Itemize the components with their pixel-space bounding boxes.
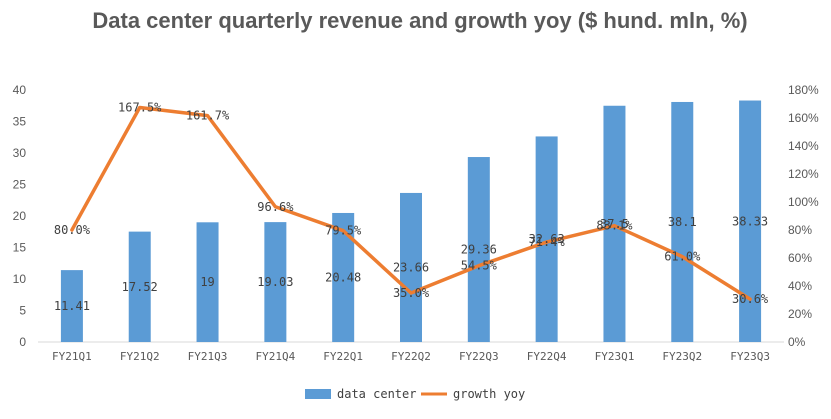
bar: [467, 157, 490, 342]
legend: data center growth yoy: [305, 387, 525, 401]
y-right-tick-label: 0%: [788, 335, 806, 349]
y-left-tick-label: 5: [19, 304, 26, 318]
axes: 0 5 10 15 20 25 30 35 40 0% 20% 40% 60% 80% 100% 120% 14…: [13, 83, 819, 363]
y-right-tick-label: 80%: [788, 223, 812, 237]
bar-data-label: 38.33: [732, 214, 768, 228]
bar-data-label: 19.03: [257, 275, 293, 289]
legend-swatch-bars: [305, 389, 331, 399]
bar: [535, 136, 558, 342]
bar-data-label: 20.48: [325, 270, 361, 284]
chart-title: Data center quarterly revenue and growth…: [92, 8, 748, 33]
bar: [60, 270, 83, 342]
bar-data-label: 37.5: [600, 217, 629, 231]
bar: [128, 231, 151, 342]
bar-data-label: 19: [200, 275, 214, 289]
bar: [332, 212, 355, 342]
line-data-label: 80.0%: [54, 223, 91, 237]
y-right-tick-label: 140%: [788, 139, 819, 153]
y-right-tick-label: 120%: [788, 167, 819, 181]
bar: [739, 100, 762, 343]
bar-data-label: 11.41: [54, 299, 90, 313]
line-data-label: 35.0%: [393, 286, 430, 300]
data-labels: 11.41 17.52 19 19.03 20.48 23.66 29.36 32.63 37.…: [54, 101, 769, 314]
bar-data-label: 32.63: [529, 232, 565, 246]
bar: [603, 105, 626, 342]
legend-label: growth yoy: [453, 387, 525, 401]
bar: [400, 192, 422, 342]
x-tick-label: FY21Q1: [52, 350, 92, 363]
y-left-tick-label: 25: [13, 178, 27, 192]
bar-series: [60, 100, 762, 343]
x-tick-label: FY23Q2: [662, 350, 702, 363]
y-left-tick-label: 15: [13, 241, 27, 255]
x-tick-label: FY22Q4: [527, 350, 567, 363]
x-tick-label: FY23Q3: [730, 350, 770, 363]
y-right-tick-label: 160%: [788, 111, 819, 125]
line-series: [70, 105, 752, 301]
line-data-label: 167.5%: [118, 101, 162, 115]
line-data-label: 61.0%: [664, 250, 701, 264]
bar: [196, 222, 219, 342]
line-data-label: 54.5%: [461, 259, 498, 273]
line-data-label: 83.1%: [596, 219, 633, 233]
y-right-tick-label: 20%: [788, 307, 812, 321]
y-right-tick-label: 100%: [788, 195, 819, 209]
bar-data-label: 23.66: [393, 260, 429, 274]
y-right-tick-label: 180%: [788, 83, 819, 97]
line-data-label: 161.7%: [186, 109, 230, 123]
bar: [671, 101, 694, 342]
bar-data-label: 17.52: [122, 280, 158, 294]
y-left-tick-label: 20: [13, 209, 27, 223]
x-tick-label: FY22Q2: [391, 350, 431, 363]
y-left-tick-label: 35: [13, 115, 27, 129]
line-data-label: 71.4%: [529, 235, 566, 249]
line-data-label: 30.6%: [732, 292, 769, 306]
y-left-tick-label: 30: [13, 146, 27, 160]
y-left-tick-label: 40: [13, 83, 27, 97]
line-data-label: 96.6%: [257, 200, 294, 214]
y-right-tick-label: 40%: [788, 279, 812, 293]
bar-data-label: 29.36: [461, 243, 497, 257]
x-tick-label: FY21Q2: [120, 350, 160, 363]
y-right-tick-label: 60%: [788, 251, 812, 265]
x-tick-label: FY21Q4: [255, 350, 295, 363]
bar: [264, 222, 287, 342]
legend-label: data center: [337, 387, 416, 401]
bar-data-label: 38.1: [668, 215, 697, 229]
y-left-tick-label: 10: [13, 272, 27, 286]
line-data-label: 79.5%: [325, 224, 362, 238]
y-left-tick-label: 0: [19, 335, 26, 349]
x-tick-label: FY22Q3: [459, 350, 499, 363]
x-tick-label: FY21Q3: [188, 350, 228, 363]
x-tick-label: FY22Q1: [323, 350, 363, 363]
x-tick-label: FY23Q1: [595, 350, 635, 363]
growth-line: [70, 105, 752, 301]
